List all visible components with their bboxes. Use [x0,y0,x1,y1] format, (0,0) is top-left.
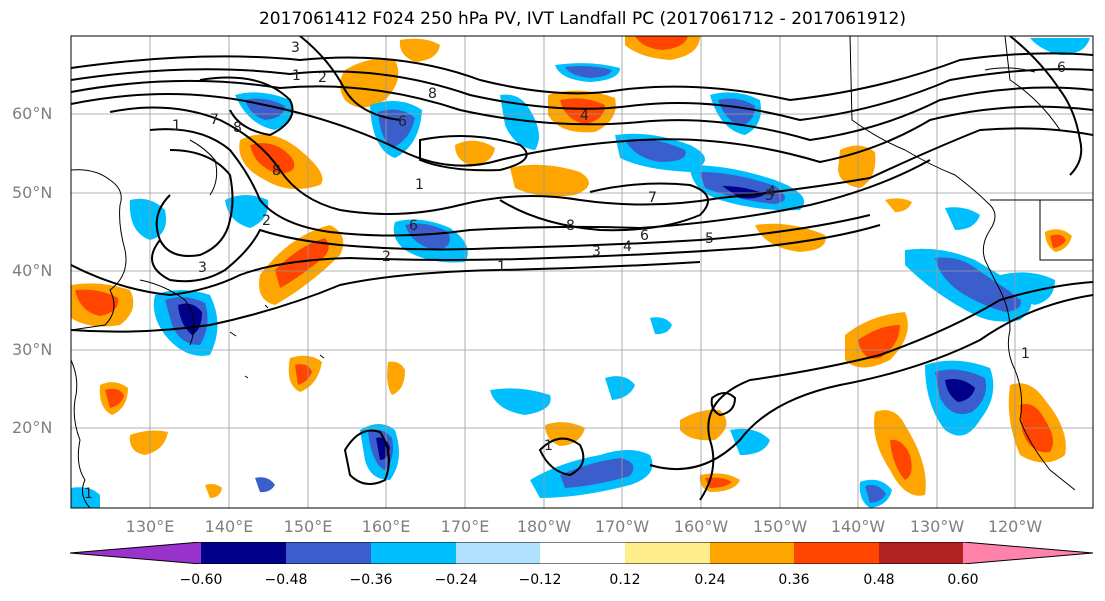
contour-label: 6 [1057,60,1066,76]
colorbar-segment [456,542,540,564]
contour-label: 1 [415,177,424,193]
colorbar-tick-label: 0.36 [778,572,810,588]
lon-label: 160°E [361,517,411,536]
contour-label: 7 [648,190,657,206]
colorbar-segment [625,542,710,564]
colorbar-segment [879,542,963,564]
contour-label: 6 [640,228,649,244]
lon-label: 120°W [987,517,1043,536]
contour-label: 8 [428,86,437,102]
contour-label: 1 [84,486,93,502]
lon-label: 140°E [204,517,254,536]
contour-label: 6 [409,218,418,234]
lon-label: 150°W [752,517,808,536]
contour-label: 1 [497,259,506,275]
contour-label: 1 [172,118,181,134]
colorbar-tick-label: −0.60 [179,572,223,588]
contour-label: 4 [623,239,632,255]
contour-label: 1 [544,438,553,454]
colorbar-segment [70,542,201,564]
colorbar-tick-label: −0.48 [264,572,308,588]
colorbar-tick-label: −0.24 [434,572,478,588]
contour-labels: 3 2 1 6 8 4 7 8 5 4 6 3 2 1 1 8 7 6 8 6 … [84,40,1066,502]
lon-label: 130°W [909,517,965,536]
lat-label: 60°N [12,104,53,123]
colorbar-segment [963,542,1093,564]
colorbar-segment [371,542,456,564]
lon-label: 150°E [283,517,333,536]
lon-label: 170°E [440,517,490,536]
lat-label: 50°N [12,183,53,202]
lat-label: 30°N [12,340,53,359]
colorbar [70,542,1094,564]
lon-label: 170°W [594,517,650,536]
colorbar-segment [540,542,625,564]
graticule [71,36,1093,508]
colorbar-segment [710,542,794,564]
lon-label: 180°W [516,517,572,536]
contour-label: 8 [233,120,242,136]
map-plot: 3 2 1 6 8 4 7 8 5 4 6 3 2 1 1 8 7 6 8 6 … [70,35,1094,509]
contour-label: 5 [705,231,714,247]
contour-label: 7 [210,112,219,128]
lat-label: 20°N [12,418,53,437]
colorbar-tick-label: 0.24 [694,572,726,588]
contour-label: 8 [566,218,575,234]
contour-label: 3 [592,244,601,260]
contour-label: 3 [291,40,300,56]
colorbar-tick-label: 0.60 [947,572,979,588]
contour-label: 2 [382,249,391,265]
contour-label: 5 [765,188,774,204]
colorbar-tick-label: 0.48 [863,572,895,588]
contour-label: 1 [292,68,301,84]
contour-label: 4 [580,108,589,124]
colorbar-segment [201,542,286,564]
lat-label: 40°N [12,261,53,280]
lon-label: 140°W [830,517,886,536]
contour-label: 2 [262,213,271,229]
contour-label: 6 [398,114,407,130]
colorbar-tick-label: −0.36 [349,572,393,588]
colorbar-tick-label: −0.12 [518,572,562,588]
map-title: 2017061412 F024 250 hPa PV, IVT Landfall… [258,9,906,29]
contour-label: 2 [318,70,327,86]
lon-label: 160°W [673,517,729,536]
coastlines [71,36,1093,508]
lon-label: 130°E [125,517,175,536]
contour-label: 4 [767,184,776,200]
contour-label: 8 [272,163,281,179]
contour-label: 1 [1021,346,1030,362]
contour-label: 3 [198,260,207,276]
colorbar-tick-label: 0.12 [609,572,641,588]
colorbar-segment [286,542,371,564]
colorbar-segment [794,542,879,564]
pv-contours [71,36,1093,501]
plot-frame [70,35,1094,509]
